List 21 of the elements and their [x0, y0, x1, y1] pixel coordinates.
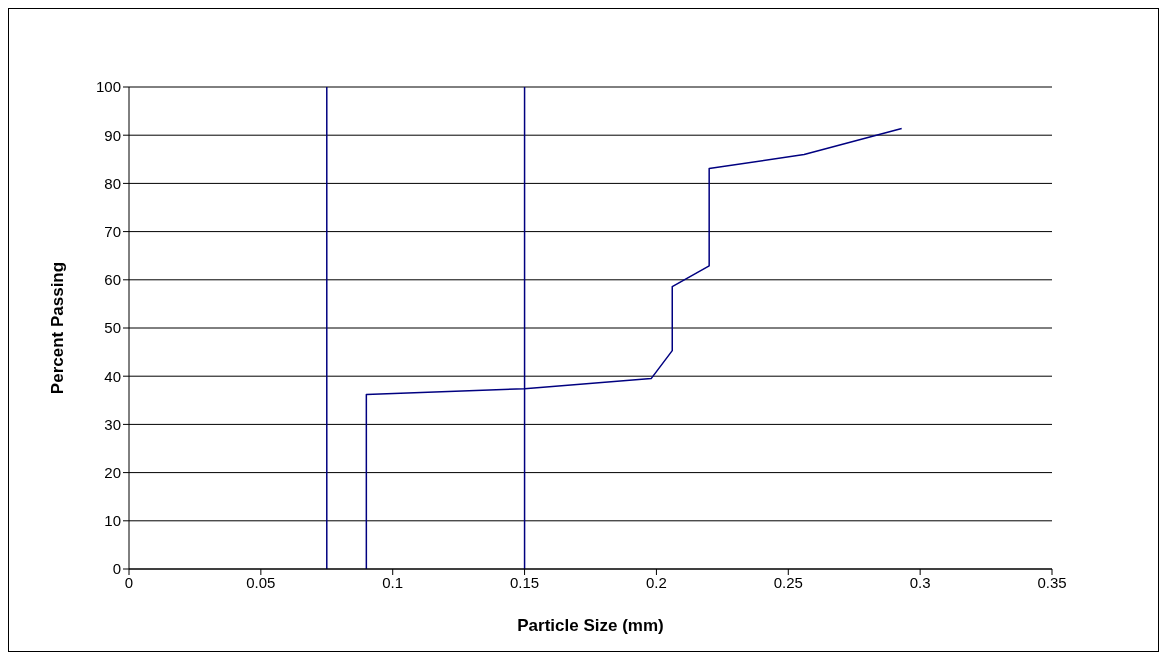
y-tick-label: 70: [104, 222, 121, 240]
y-tick-label: 80: [104, 174, 121, 192]
x-tick-label: 0.2: [646, 573, 667, 591]
y-tick-label: 40: [104, 367, 121, 385]
x-tick-label: 0.1: [382, 573, 404, 591]
x-tick-label: 0.25: [773, 573, 803, 591]
y-axis-title: Percent Passing: [48, 261, 68, 395]
x-tick-label: 0.05: [246, 573, 276, 591]
y-tick-label: 20: [104, 463, 121, 481]
y-tick-label: 60: [104, 271, 121, 289]
y-tick-label: 100: [95, 78, 121, 96]
y-tick-label: 10: [104, 512, 121, 530]
x-tick-label: 0.15: [509, 573, 540, 591]
y-tick-label: 90: [104, 126, 121, 144]
x-tick-label: 0: [124, 573, 134, 591]
x-tick-label: 0.3: [909, 573, 931, 591]
y-tick-label: 30: [104, 415, 121, 433]
x-axis-title: Particle Size (mm): [517, 616, 664, 635]
x-tick-label: 0.35: [1037, 573, 1067, 591]
y-tick-label: 0: [112, 560, 121, 578]
y-tick-label: 50: [104, 319, 121, 337]
